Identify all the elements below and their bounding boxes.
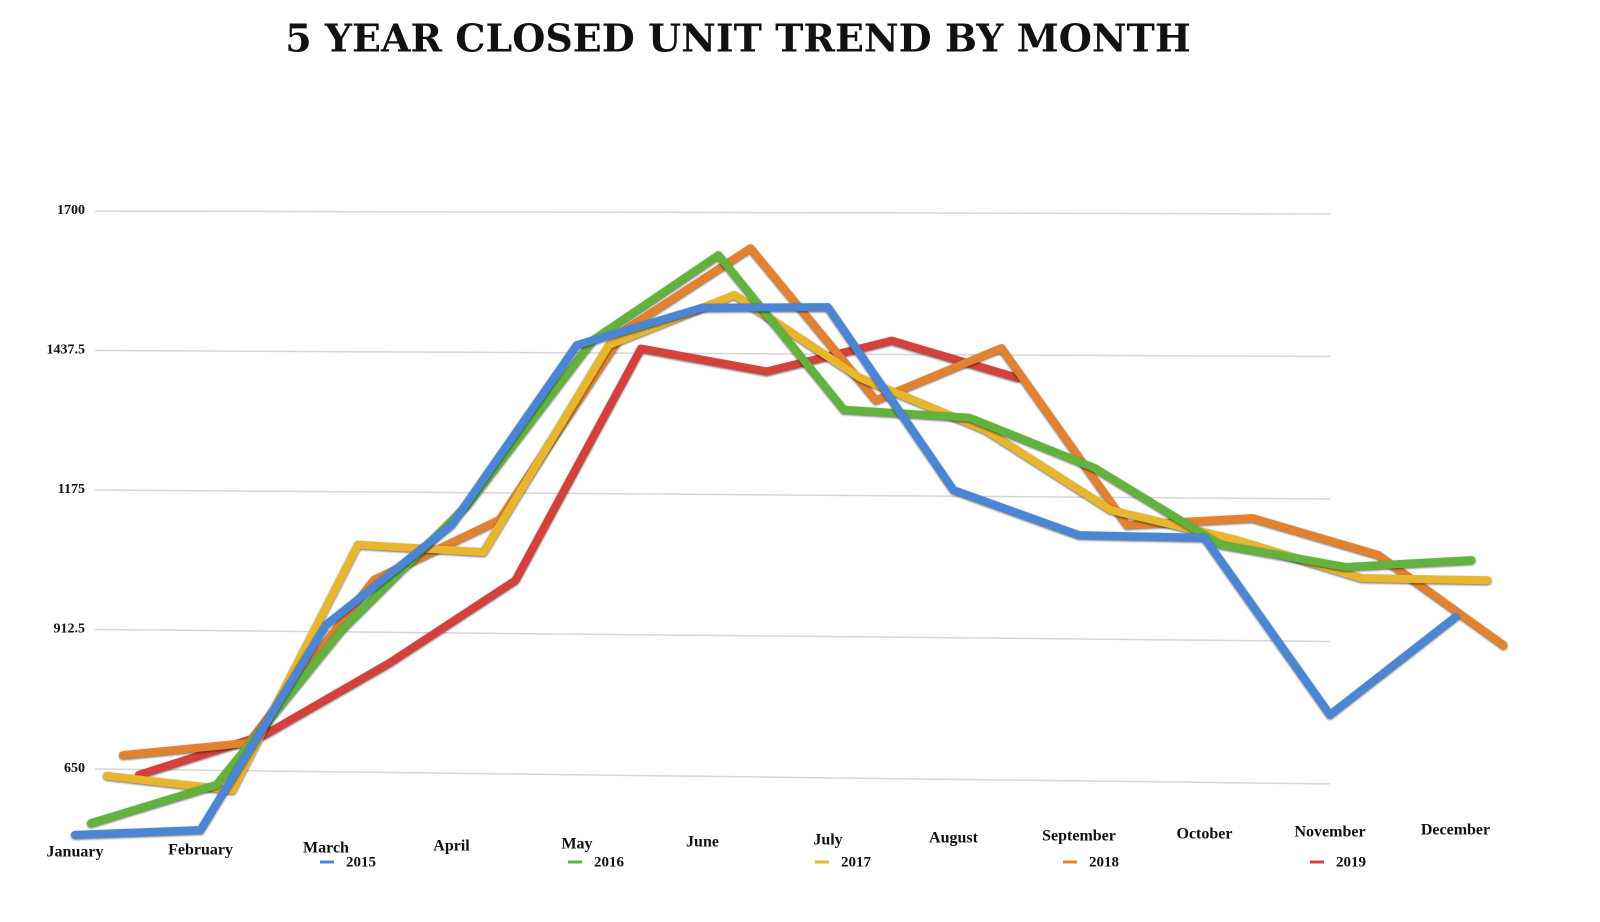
legend-label: 2018: [1089, 854, 1119, 870]
series-line: [87, 251, 1476, 828]
x-tick-label: May: [561, 836, 592, 853]
x-tick-label: February: [168, 842, 233, 859]
x-tick-label: August: [929, 830, 979, 847]
grid-line: [94, 628, 1331, 643]
series-line: [103, 290, 1492, 795]
grid-line: [94, 210, 1331, 215]
grid-line: [94, 489, 1331, 500]
x-tick-label: March: [303, 840, 349, 857]
x-tick-label: September: [1042, 828, 1116, 845]
legend-label: 2016: [594, 854, 625, 870]
y-tick-label: 1175: [58, 482, 85, 497]
grid-line: [94, 768, 1331, 785]
grid-line: [94, 349, 1331, 358]
legend-label: 2015: [346, 854, 376, 870]
x-tick-label: November: [1294, 824, 1365, 841]
x-tick-label: October: [1177, 826, 1233, 843]
x-tick-label: January: [47, 844, 104, 861]
y-tick-label: 650: [64, 761, 85, 776]
x-tick-label: July: [813, 832, 842, 849]
series-line: [119, 244, 1508, 760]
chart-title: 5 YEAR CLOSED UNIT TREND BY MONTH: [285, 16, 1191, 61]
x-tick-label: June: [686, 834, 719, 851]
y-tick-label: 1437.5: [47, 343, 86, 358]
x-tick-label: December: [1421, 822, 1490, 839]
legend-label: 2017: [841, 854, 872, 870]
legend-label: 2019: [1336, 854, 1366, 870]
x-tick-label: April: [433, 838, 470, 855]
y-tick-label: 912.5: [54, 622, 86, 637]
series-line: [71, 303, 1460, 839]
y-tick-label: 1700: [57, 203, 85, 218]
series-line: [135, 336, 1022, 779]
